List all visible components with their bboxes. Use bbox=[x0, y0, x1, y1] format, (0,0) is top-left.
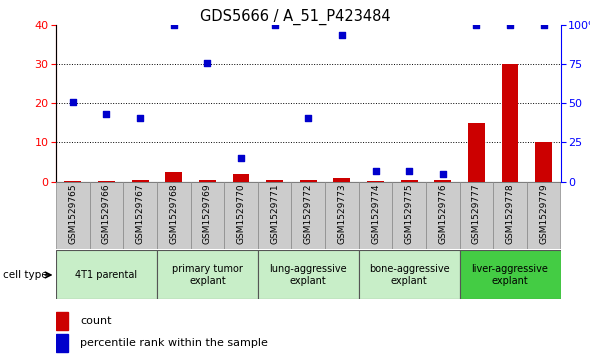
Text: liver-aggressive
explant: liver-aggressive explant bbox=[471, 264, 549, 286]
Text: GSM1529777: GSM1529777 bbox=[472, 184, 481, 244]
Point bbox=[101, 111, 111, 117]
Text: GDS5666 / A_51_P423484: GDS5666 / A_51_P423484 bbox=[199, 9, 391, 25]
Bar bbox=[123, 182, 157, 249]
Bar bbox=[199, 180, 216, 182]
Point bbox=[270, 23, 280, 28]
Bar bbox=[426, 182, 460, 249]
Bar bbox=[535, 143, 552, 182]
Text: cell type: cell type bbox=[3, 270, 48, 280]
Text: percentile rank within the sample: percentile rank within the sample bbox=[80, 338, 268, 348]
Bar bbox=[367, 181, 384, 182]
Bar bbox=[401, 180, 418, 182]
Bar bbox=[98, 181, 115, 182]
Point bbox=[303, 115, 313, 121]
Bar bbox=[191, 182, 224, 249]
Bar bbox=[325, 182, 359, 249]
Text: GSM1529772: GSM1529772 bbox=[304, 184, 313, 244]
Text: primary tumor
explant: primary tumor explant bbox=[172, 264, 243, 286]
Bar bbox=[359, 250, 460, 299]
Bar bbox=[266, 180, 283, 182]
Bar bbox=[258, 250, 359, 299]
Text: GSM1529769: GSM1529769 bbox=[203, 184, 212, 244]
Point bbox=[438, 171, 447, 177]
Point bbox=[236, 155, 245, 161]
Bar bbox=[56, 312, 68, 330]
Bar bbox=[392, 182, 426, 249]
Text: GSM1529766: GSM1529766 bbox=[102, 184, 111, 244]
Point bbox=[68, 99, 77, 105]
Text: GSM1529773: GSM1529773 bbox=[337, 184, 346, 244]
Bar bbox=[460, 182, 493, 249]
Text: GSM1529770: GSM1529770 bbox=[237, 184, 245, 244]
Bar bbox=[157, 250, 258, 299]
Text: 4T1 parental: 4T1 parental bbox=[76, 270, 137, 280]
Text: lung-aggressive
explant: lung-aggressive explant bbox=[270, 264, 347, 286]
Bar bbox=[468, 123, 485, 182]
Text: GSM1529774: GSM1529774 bbox=[371, 184, 380, 244]
Text: GSM1529771: GSM1529771 bbox=[270, 184, 279, 244]
Bar bbox=[291, 182, 325, 249]
Text: count: count bbox=[80, 316, 112, 326]
Text: GSM1529768: GSM1529768 bbox=[169, 184, 178, 244]
Point bbox=[202, 60, 212, 66]
Bar bbox=[132, 180, 149, 182]
Bar bbox=[434, 180, 451, 182]
Bar bbox=[232, 174, 250, 182]
Bar bbox=[460, 250, 560, 299]
Point bbox=[539, 23, 548, 28]
Text: GSM1529765: GSM1529765 bbox=[68, 184, 77, 244]
Point bbox=[169, 23, 178, 28]
Bar bbox=[300, 180, 317, 182]
Text: bone-aggressive
explant: bone-aggressive explant bbox=[369, 264, 450, 286]
Bar bbox=[90, 182, 123, 249]
Bar bbox=[527, 182, 560, 249]
Bar bbox=[333, 178, 350, 182]
Bar bbox=[224, 182, 258, 249]
Point bbox=[135, 115, 145, 121]
Bar bbox=[359, 182, 392, 249]
Bar bbox=[165, 172, 182, 182]
Bar bbox=[502, 65, 519, 182]
Text: GSM1529779: GSM1529779 bbox=[539, 184, 548, 244]
Point bbox=[505, 23, 514, 28]
Text: GSM1529767: GSM1529767 bbox=[136, 184, 145, 244]
Bar bbox=[258, 182, 291, 249]
Bar bbox=[157, 182, 191, 249]
Bar bbox=[56, 182, 90, 249]
Bar bbox=[56, 334, 68, 352]
Point bbox=[471, 23, 481, 28]
Point bbox=[371, 168, 380, 174]
Bar bbox=[56, 250, 157, 299]
Text: GSM1529778: GSM1529778 bbox=[506, 184, 514, 244]
Point bbox=[337, 32, 346, 38]
Point bbox=[404, 168, 414, 174]
Bar bbox=[493, 182, 527, 249]
Text: GSM1529776: GSM1529776 bbox=[438, 184, 447, 244]
Text: GSM1529775: GSM1529775 bbox=[405, 184, 414, 244]
Bar bbox=[64, 181, 81, 182]
